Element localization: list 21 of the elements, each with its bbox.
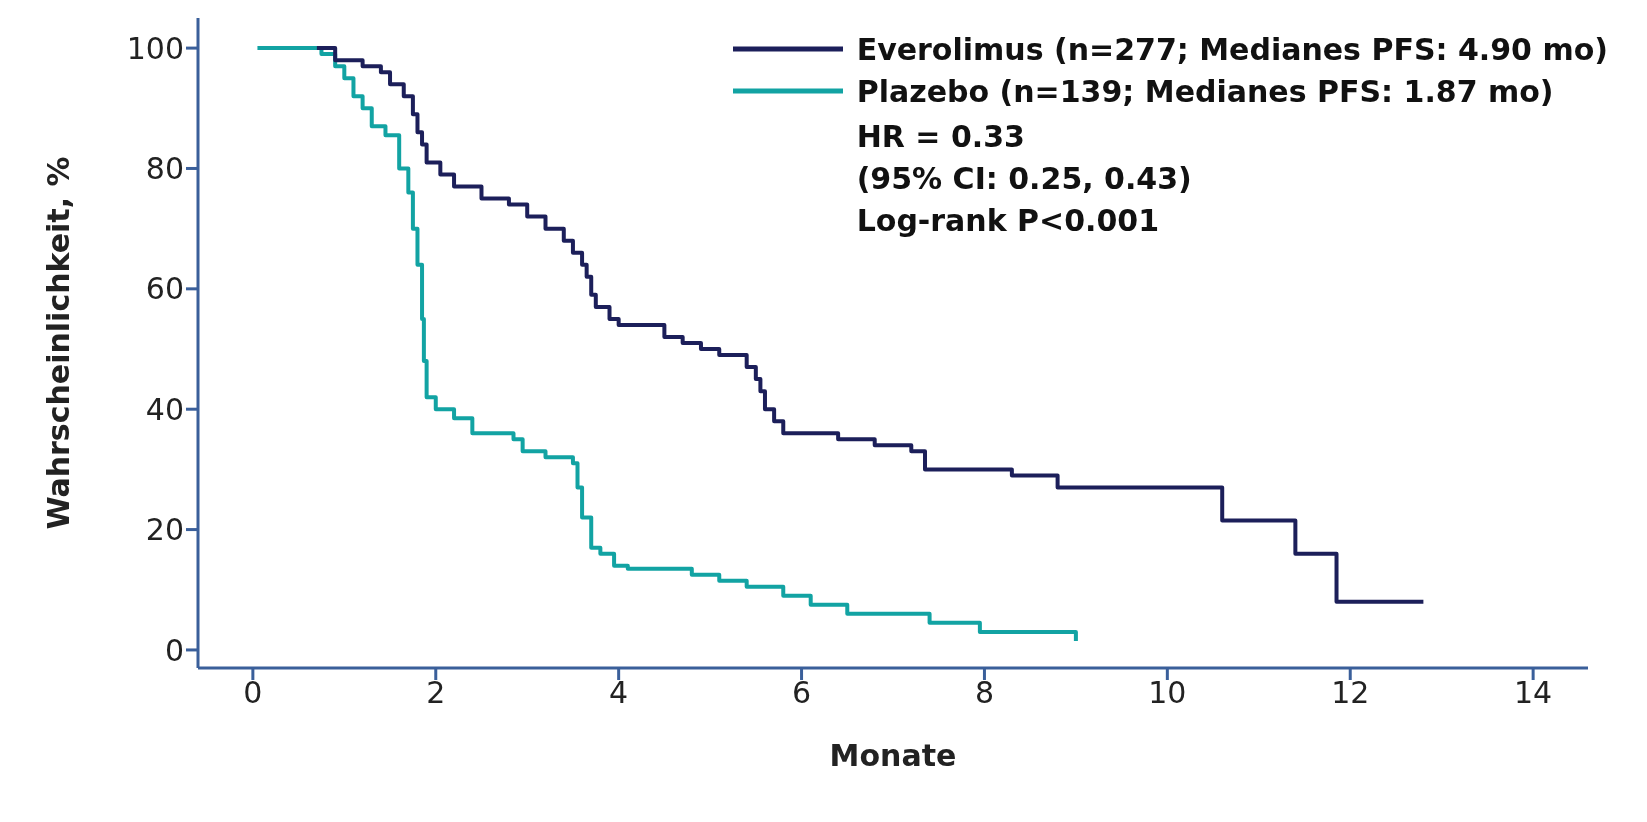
x-tick-label: 8 bbox=[974, 675, 994, 711]
x-tick-label: 10 bbox=[1148, 675, 1187, 711]
y-tick-label: 40 bbox=[145, 391, 184, 427]
y-axis-title: Wahrscheinlichkeit, % bbox=[40, 156, 76, 530]
y-tick-label: 60 bbox=[145, 271, 184, 307]
annotation: (95% CI: 0.25, 0.43) bbox=[856, 160, 1193, 198]
y-tick-label: 80 bbox=[145, 151, 184, 187]
y-tick-label: 100 bbox=[126, 30, 184, 66]
x-tick-label: 6 bbox=[792, 675, 812, 711]
x-tick-label: 2 bbox=[426, 675, 446, 711]
legend-label: Everolimus (n=277; Medianes PFS: 4.90 mo) bbox=[856, 31, 1608, 67]
y-tick-label: 0 bbox=[164, 632, 184, 668]
x-tick-label: 0 bbox=[243, 675, 263, 711]
legend-label: Plazebo (n=139; Medianes PFS: 1.87 mo) bbox=[856, 73, 1554, 109]
x-tick-label: 14 bbox=[1514, 675, 1553, 711]
x-tick-label: 4 bbox=[609, 675, 629, 711]
annotation: HR = 0.33 bbox=[856, 118, 1026, 156]
y-tick-label: 20 bbox=[145, 512, 184, 548]
x-axis-title: Monate bbox=[829, 738, 957, 773]
annotation: Log-rank P<0.001 bbox=[856, 202, 1161, 240]
x-tick-label: 12 bbox=[1331, 675, 1370, 711]
